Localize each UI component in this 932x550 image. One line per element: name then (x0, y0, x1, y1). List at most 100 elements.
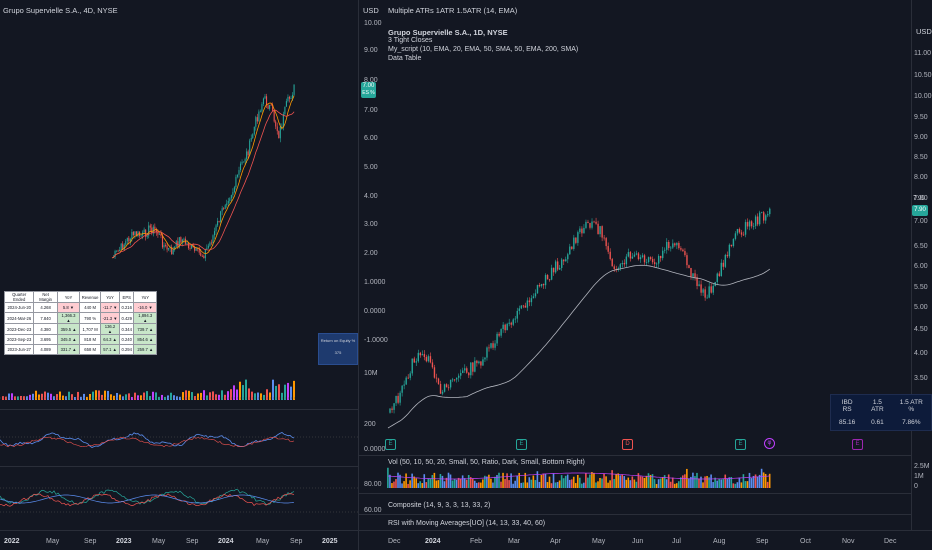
candle-body (149, 225, 151, 228)
candle-body (207, 245, 209, 248)
candle-body (174, 246, 176, 250)
volume-bar (756, 476, 759, 488)
volume-label[interactable]: Vol (50, 10, 50, 20, Small, 50, Ratio, D… (388, 459, 585, 466)
volume-bar (512, 483, 514, 488)
candle-body (696, 277, 698, 286)
event-marker-icon[interactable]: E (516, 439, 527, 450)
volume-bar (143, 392, 145, 400)
roe-value: 375 (334, 350, 342, 355)
right-scale-currency[interactable]: USD (916, 27, 932, 36)
candle-body (265, 96, 268, 106)
candle-body (466, 368, 468, 373)
volume-bar (542, 473, 545, 488)
candle-body (712, 285, 714, 293)
right-axis-label: 10.50 (914, 72, 932, 79)
rsi-label[interactable]: RSI with Moving Averages[UO] (14, 13, 33… (388, 520, 546, 527)
event-marker-icon[interactable]: E (852, 439, 863, 450)
candle-body (534, 293, 537, 297)
candle-body (417, 352, 419, 362)
fundamentals-cell: 440 M (79, 302, 101, 313)
candle-body (152, 226, 154, 234)
volume-bar (290, 386, 292, 400)
right-axis-label: 4.50 (914, 326, 928, 333)
candle-body (291, 94, 294, 99)
left-chart-title[interactable]: Grupo Supervielle S.A., 4D, NYSE (3, 6, 118, 15)
candle-body (546, 275, 549, 280)
indicator-3[interactable]: Data Table (388, 55, 422, 62)
right-x-label: Sep (756, 538, 769, 545)
last-price-marker: 7.90 (913, 196, 925, 202)
candle-body (123, 244, 125, 250)
candle-body (660, 255, 662, 259)
candle-body (526, 300, 529, 308)
right-axis-label: 5.00 (914, 304, 928, 311)
candle-body (122, 243, 124, 250)
right-axis-label: 7.50 (914, 195, 928, 202)
fundamentals-cell: 1,894.3 ▲ (133, 312, 157, 324)
data-table-value-2: 7.86% (902, 419, 921, 426)
top-indicator-label[interactable]: Multiple ATRs 1ATR 1.5ATR (14, EMA) (388, 6, 518, 15)
candle-body (186, 243, 188, 244)
event-marker-icon[interactable]: E (385, 439, 396, 450)
candle-body (575, 237, 577, 243)
volume-bar (413, 476, 415, 488)
volume-bar (164, 396, 166, 400)
volume-bar (399, 474, 401, 488)
candle-body (637, 253, 640, 260)
volume-bar (218, 394, 220, 400)
candle-body (577, 232, 579, 243)
volume-bar (591, 472, 593, 488)
candle-body (688, 265, 690, 268)
volume-bar (451, 480, 454, 488)
candle-body (236, 174, 239, 177)
left-rsi-blue (0, 494, 295, 504)
volume-bar (496, 475, 498, 488)
volume-bar (80, 396, 82, 400)
volume-bar (728, 477, 731, 488)
right-chart-title[interactable]: Grupo Supervielle S.A., 1D, NYSE (388, 28, 508, 37)
inner-axis-label: 10M (364, 370, 378, 377)
panel-divider[interactable] (358, 0, 359, 550)
volume-bar (621, 474, 624, 488)
candle-body (276, 126, 278, 132)
volume-bar (649, 474, 652, 488)
volume-bar (263, 394, 265, 400)
event-marker-icon[interactable]: D (622, 439, 633, 450)
right-currency[interactable]: USD (363, 6, 379, 15)
candle-body (593, 221, 595, 223)
candle-body (666, 241, 668, 250)
candle-body (244, 159, 246, 162)
volume-bar (581, 483, 583, 488)
candle-body (595, 221, 597, 224)
volume-bar (698, 478, 700, 488)
volume-bar (427, 478, 430, 488)
event-marker-icon[interactable]: E (735, 439, 746, 450)
candle-body (218, 221, 220, 222)
right-pane-sep-2 (359, 493, 911, 494)
volume-bar (284, 384, 286, 400)
candle-body (682, 249, 684, 252)
right-price-candles (389, 207, 771, 414)
candle-body (472, 362, 474, 372)
volume-bar (532, 475, 535, 488)
candle-body (498, 333, 500, 336)
candle-body (191, 244, 193, 249)
volume-bar (744, 481, 747, 488)
volume-bar (473, 480, 476, 488)
indicator-1[interactable]: 3 Tight Closes (388, 37, 433, 44)
volume-bar (482, 479, 484, 488)
volume-bar (457, 477, 460, 488)
composite-label[interactable]: Composite (14, 9, 3, 3, 13, 33, 2) (388, 502, 491, 509)
volume-bar (504, 478, 506, 488)
volume-bar (242, 385, 244, 400)
data-table: IBD RS 1.5 ATR 1.5 ATR % 85.16 0.61 7.86% (830, 394, 932, 431)
volume-bar (484, 475, 486, 488)
volume-bar (131, 396, 133, 400)
candle-body (542, 283, 545, 286)
volume-bar (140, 395, 142, 400)
indicator-2[interactable]: My_script (10, EMA, 20, EMA, 50, SMA, 50… (388, 46, 579, 53)
event-marker-icon[interactable]: φ (764, 438, 775, 449)
candle-body (599, 226, 601, 235)
candle-body (528, 300, 531, 303)
left-ma-red (111, 109, 295, 259)
